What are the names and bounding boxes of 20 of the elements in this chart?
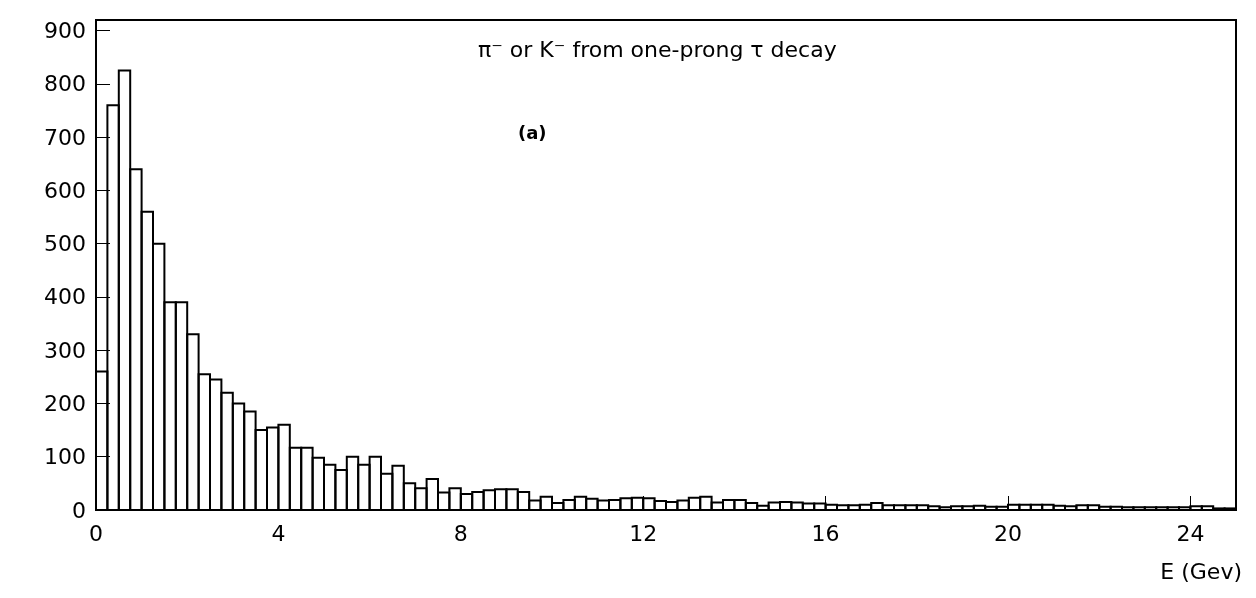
y-tick-label: 300 bbox=[44, 337, 86, 363]
y-tick-label: 900 bbox=[44, 18, 86, 44]
y-tick-label: 700 bbox=[44, 124, 86, 150]
x-tick-label: 16 bbox=[811, 520, 840, 546]
x-tick-label: 20 bbox=[994, 520, 1022, 546]
annotation: π⁻ or K⁻ from one-prong τ decay bbox=[478, 36, 837, 62]
y-tick-label: 400 bbox=[44, 284, 86, 310]
x-axis-title: E (Gev) bbox=[1160, 558, 1243, 584]
y-tick-label: 800 bbox=[44, 71, 86, 97]
annotation: (a) bbox=[518, 121, 547, 143]
x-tick-label: 4 bbox=[271, 520, 286, 546]
y-tick-label: 200 bbox=[44, 390, 86, 416]
y-tick-label: 0 bbox=[72, 497, 86, 523]
y-tick-label: 500 bbox=[44, 231, 86, 257]
x-tick-label: 8 bbox=[453, 520, 468, 546]
y-tick-label: 600 bbox=[44, 177, 86, 203]
y-tick-label: 100 bbox=[44, 444, 86, 470]
x-tick-label: 24 bbox=[1176, 520, 1205, 546]
x-tick-label: 0 bbox=[89, 520, 103, 546]
x-tick-label: 12 bbox=[629, 520, 658, 546]
